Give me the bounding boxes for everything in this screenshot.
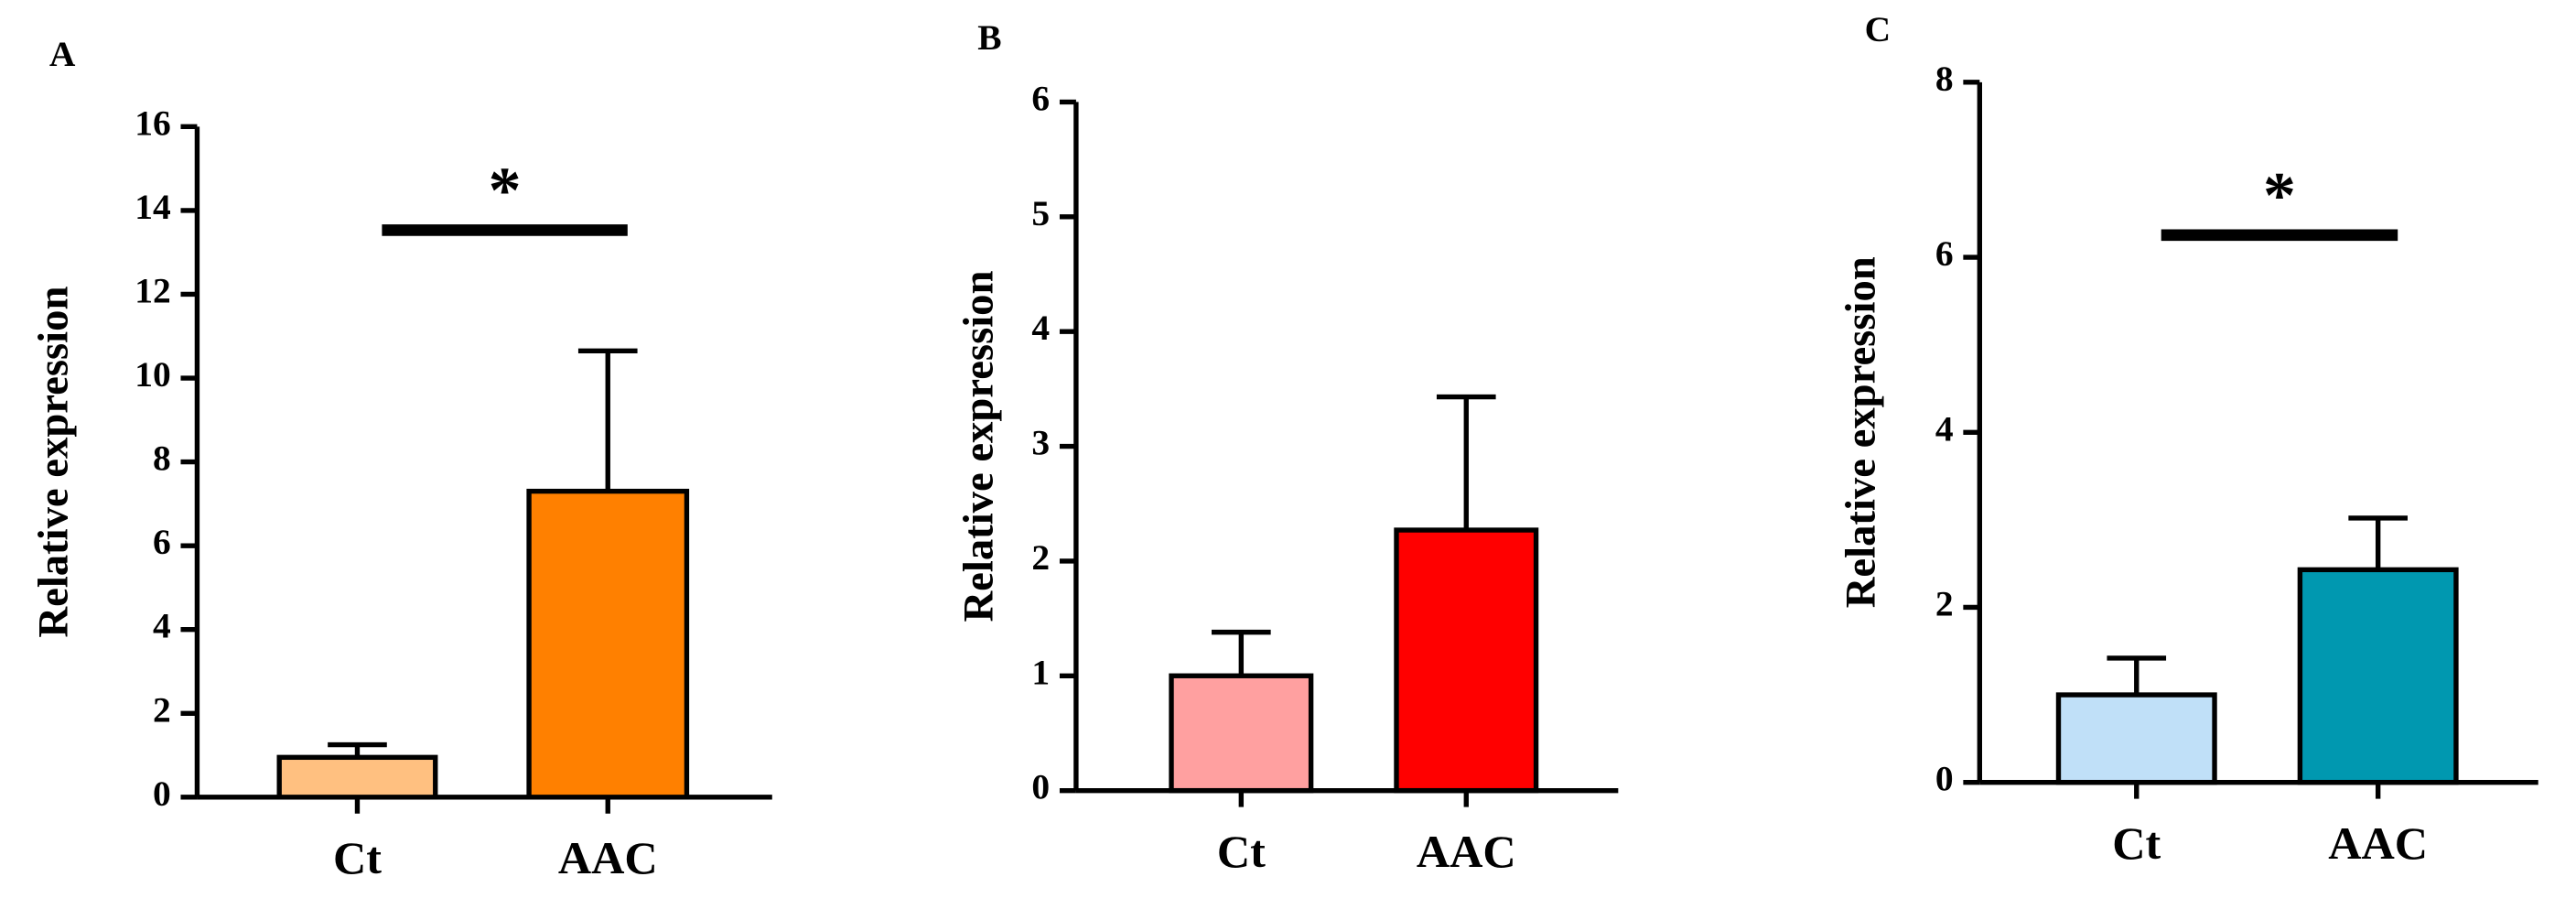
bar	[526, 488, 690, 800]
significance-label: *	[2263, 158, 2296, 232]
y-tick-label: 0	[1031, 767, 1050, 807]
y-tick-label: 4	[1031, 308, 1050, 348]
significance-label: *	[489, 154, 522, 227]
y-tick-label: 8	[1935, 59, 1954, 99]
y-tick-label: 16	[135, 103, 170, 143]
bar	[2297, 567, 2459, 785]
y-tick-label: 6	[1031, 78, 1050, 118]
y-tick-label: 6	[1935, 233, 1954, 274]
y-tick-label: 10	[135, 354, 170, 395]
bar	[1394, 527, 1539, 794]
y-tick-label: 3	[1031, 423, 1050, 463]
y-tick-label: 2	[153, 689, 171, 730]
y-tick-label: 6	[153, 522, 171, 562]
x-tick-label: AAC	[1417, 826, 1516, 877]
y-tick-label: 4	[153, 606, 171, 646]
panel-label: B	[977, 17, 1001, 58]
y-tick-label: 4	[1935, 408, 1954, 449]
y-tick-label: 5	[1031, 193, 1050, 233]
bar	[2055, 692, 2217, 785]
y-tick-label: 8	[153, 438, 171, 479]
x-tick-label: AAC	[558, 832, 658, 883]
x-tick-label: AAC	[2328, 817, 2428, 869]
x-tick-label: Ct	[1217, 826, 1266, 877]
bar	[276, 754, 438, 800]
y-axis-title: Relative expression	[1837, 256, 1884, 608]
x-tick-label: Ct	[2112, 817, 2161, 869]
panel-label: A	[49, 34, 76, 74]
y-tick-label: 0	[1935, 759, 1954, 799]
panel-label: C	[1865, 9, 1892, 49]
y-tick-label: 1	[1031, 652, 1050, 692]
y-tick-label: 2	[1935, 584, 1954, 624]
y-tick-label: 14	[135, 187, 171, 227]
y-axis-title: Relative expression	[30, 287, 78, 638]
y-axis-title: Relative expression	[954, 270, 1002, 622]
y-tick-label: 12	[135, 271, 170, 311]
y-tick-label: 2	[1031, 537, 1050, 578]
y-tick-label: 0	[153, 774, 171, 814]
x-tick-label: Ct	[333, 832, 382, 883]
bar	[1169, 673, 1314, 794]
